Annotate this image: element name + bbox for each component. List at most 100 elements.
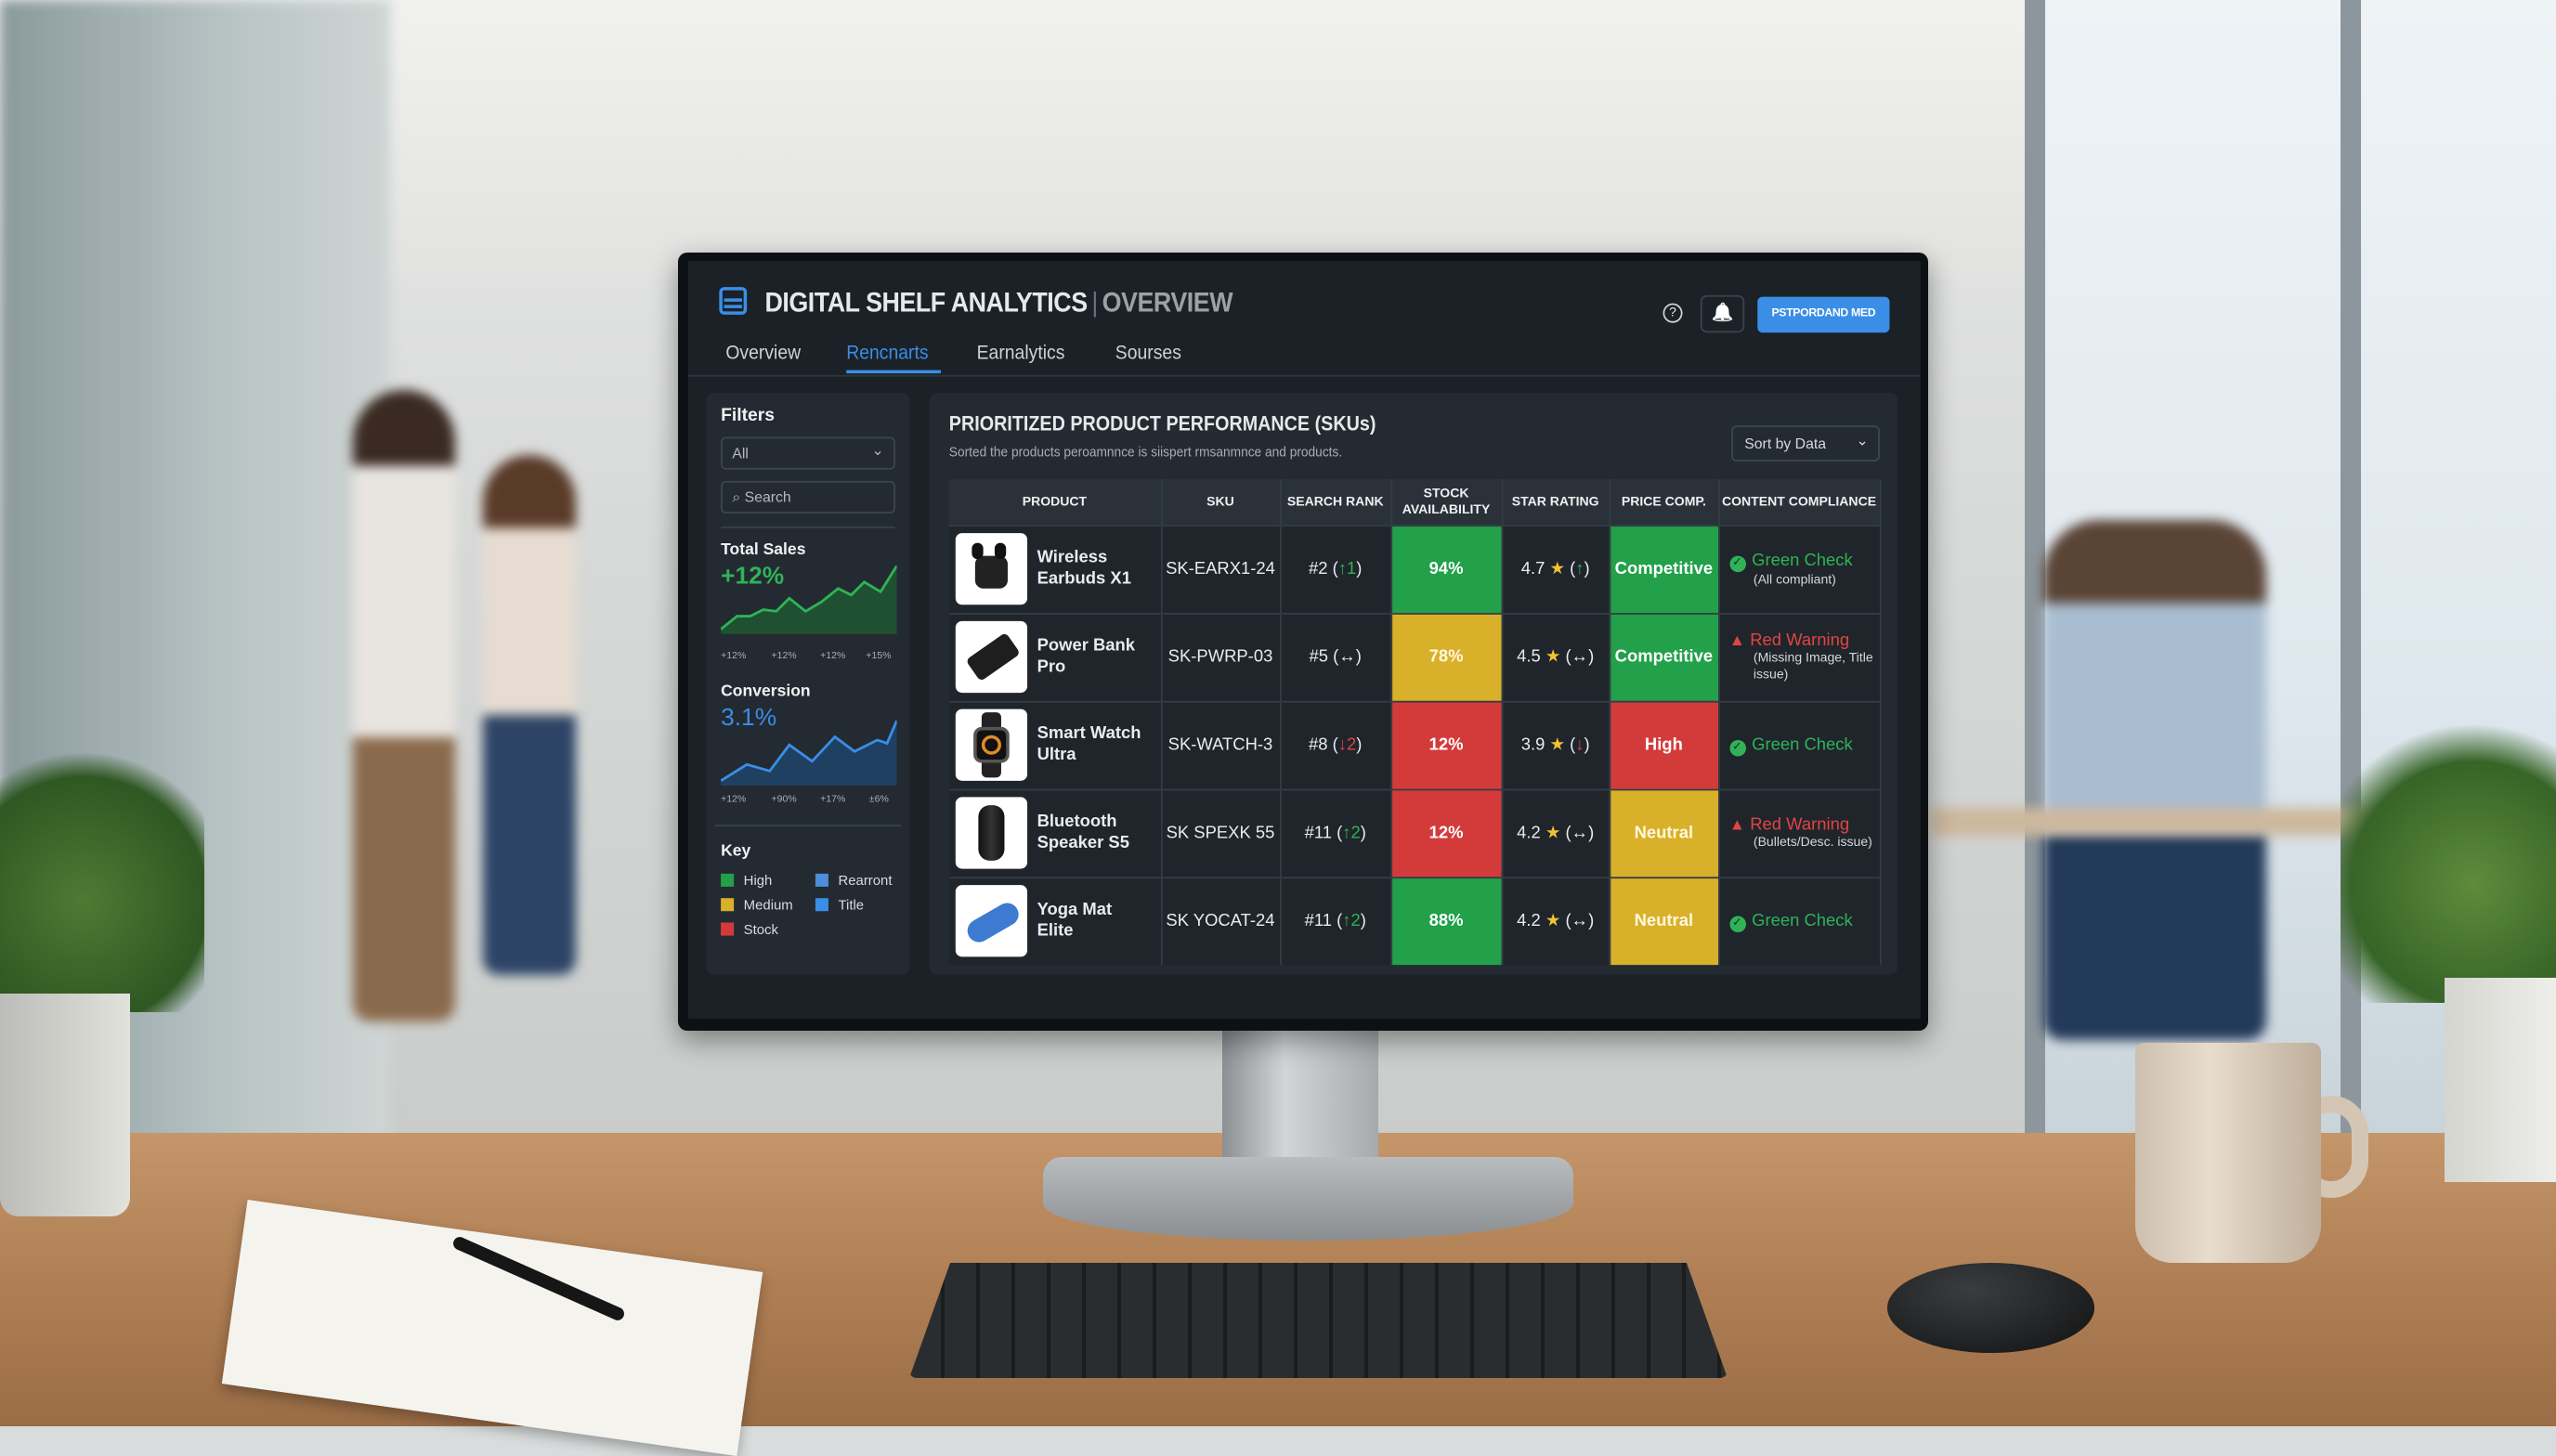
help-icon[interactable]: ?: [1663, 303, 1683, 323]
legend-swatch: [721, 922, 735, 936]
sort-value: Sort by Data: [1744, 435, 1827, 452]
chevron-down-icon: ⌄: [1856, 432, 1869, 448]
plant-pot-left: [0, 994, 130, 1216]
filter-select-value: All: [732, 445, 749, 462]
table-row[interactable]: Wireless Earbuds X1 SK-EARX1-24 #2 (↑1) 94%…: [948, 524, 1881, 614]
sales-tick: +12%: [721, 652, 747, 662]
star-rating-cell: 3.9 ★ (↓): [1501, 699, 1611, 789]
sales-tick: +12%: [820, 652, 846, 662]
rank-change: ↑2: [1342, 823, 1361, 843]
blurred-person: [483, 455, 576, 975]
mouse: [1887, 1263, 2094, 1353]
table-row[interactable]: Power Bank Pro SK-PWRP-03 #5 (↔) 78% 4.5 ★ (…: [948, 612, 1881, 701]
conversion-label: Conversion: [721, 682, 811, 701]
rating-value: 4.5: [1517, 646, 1541, 667]
key-title: Key: [721, 842, 751, 861]
product-cell[interactable]: Wireless Earbuds X1: [948, 524, 1162, 614]
conversion-tick: +12%: [721, 795, 747, 806]
primary-action-button[interactable]: PSTPORDAND MED: [1757, 296, 1890, 333]
search-input[interactable]: ⌕ Search: [721, 480, 895, 514]
app-title: DIGITAL SHELF ANALYTICS: [764, 287, 1088, 318]
stock-availability-cell: 94%: [1390, 524, 1503, 614]
monitor-base: [1043, 1157, 1573, 1241]
table-row[interactable]: Bluetooth Speaker S5 SK SPEXK 55 #11 (↑2) 1…: [948, 787, 1881, 878]
keyboard: [909, 1263, 1728, 1378]
star-icon: ★: [1549, 734, 1565, 755]
search-placeholder: Search: [744, 488, 791, 506]
product-name: Power Bank Pro: [1037, 635, 1136, 677]
product-cell[interactable]: Yoga Mat Elite: [948, 876, 1162, 966]
title-separator: |: [1091, 287, 1098, 318]
legend-label: Title: [838, 896, 865, 913]
notifications-button[interactable]: 🔔: [1700, 294, 1745, 333]
legend-title: Title: [815, 896, 864, 913]
column-header[interactable]: PRICE COMP.: [1609, 479, 1720, 526]
content-compliance-cell: ✓ Green Check (All compliant): [1718, 524, 1881, 614]
sku-cell: SK-EARX1-24: [1160, 524, 1281, 614]
rating-trend: ↔: [1571, 911, 1589, 931]
tab-earnalytics[interactable]: Earnalytics: [976, 340, 1065, 364]
total-sales-label: Total Sales: [721, 540, 806, 560]
panel-divider: [714, 825, 902, 826]
coffee-mug: [2135, 1043, 2321, 1263]
column-header[interactable]: PRODUCT: [948, 479, 1162, 526]
conversion-tick: +90%: [771, 795, 797, 806]
product-image-powerbank: [955, 620, 1028, 694]
legend-medium: Medium: [721, 896, 793, 913]
legend-stock: Stock: [721, 920, 778, 938]
tab-rencnarts[interactable]: Rencnarts: [846, 340, 929, 364]
sort-dropdown[interactable]: Sort by Data ⌄: [1731, 425, 1880, 462]
table-row[interactable]: Yoga Mat Elite SK YOCAT-24 #11 (↑2) 88% 4.2 …: [948, 876, 1881, 966]
legend-swatch: [815, 898, 828, 912]
price-comp-cell: Competitive: [1609, 524, 1720, 614]
column-header[interactable]: SKU: [1160, 479, 1281, 526]
rating-value: 4.2: [1517, 823, 1541, 843]
rank-change: ↔: [1338, 646, 1356, 667]
sku-cell: SK-WATCH-3: [1160, 699, 1281, 789]
star-rating-cell: 4.7 ★ (↑): [1501, 524, 1611, 614]
search-rank-cell: #2 (↑1): [1280, 524, 1392, 614]
column-header[interactable]: STAR RATING: [1501, 479, 1611, 526]
app-logo-icon: [719, 287, 748, 315]
warning-icon: ▲: [1728, 632, 1745, 651]
filter-select[interactable]: All ⌄: [721, 436, 895, 470]
compliance-status: Red Warning: [1750, 814, 1850, 835]
table-row[interactable]: Smart Watch Ultra SK-WATCH-3 #8 (↓2) 12% 3.9…: [948, 699, 1881, 789]
filters-title: Filters: [721, 406, 776, 426]
stock-availability-cell: 88%: [1390, 876, 1503, 966]
search-rank: #8: [1309, 734, 1328, 755]
search-rank: #11: [1304, 911, 1332, 931]
background-desk: [1932, 808, 2415, 836]
column-header[interactable]: CONTENT COMPLIANCE: [1718, 479, 1881, 526]
tab-overview[interactable]: Overview: [725, 340, 802, 364]
tab-sourses[interactable]: Sourses: [1115, 340, 1181, 364]
search-rank: #11: [1304, 823, 1332, 843]
rating-value: 3.9: [1520, 734, 1545, 755]
content-compliance-cell: ✓ Green Check: [1718, 876, 1881, 966]
plant-right: [2341, 706, 2556, 1003]
product-image-watch: [955, 708, 1028, 781]
check-circle-icon: ✓: [1728, 554, 1746, 572]
warning-icon: ▲: [1728, 816, 1745, 835]
star-icon: ★: [1549, 559, 1565, 579]
content-compliance-cell: ✓ Green Check: [1718, 699, 1881, 789]
legend-label: Stock: [743, 920, 778, 938]
conversion-tick: ±6%: [868, 795, 889, 806]
sku-cell: SK YOCAT-24: [1160, 876, 1281, 966]
product-cell[interactable]: Smart Watch Ultra: [948, 699, 1162, 789]
page-subtitle: OVERVIEW: [1102, 287, 1233, 318]
column-header[interactable]: SEARCH RANK: [1280, 479, 1392, 526]
price-comp-cell: Competitive: [1609, 612, 1720, 701]
search-rank-cell: #11 (↑2): [1280, 876, 1392, 966]
bell-icon: 🔔: [1711, 303, 1734, 323]
column-header[interactable]: STOCK AVAILABILITY: [1390, 479, 1503, 526]
product-cell[interactable]: Power Bank Pro: [948, 612, 1162, 701]
compliance-note: (Missing Image, Title issue): [1753, 650, 1873, 682]
header-divider: [688, 374, 1921, 377]
page-title: DIGITAL SHELF ANALYTICS | OVERVIEW: [764, 287, 1232, 319]
conversion-value: 3.1%: [721, 704, 777, 733]
product-cell[interactable]: Bluetooth Speaker S5: [948, 787, 1162, 878]
rank-change: ↑1: [1337, 559, 1357, 579]
rating-trend: ↔: [1571, 646, 1589, 667]
search-rank-cell: #8 (↓2): [1280, 699, 1392, 789]
